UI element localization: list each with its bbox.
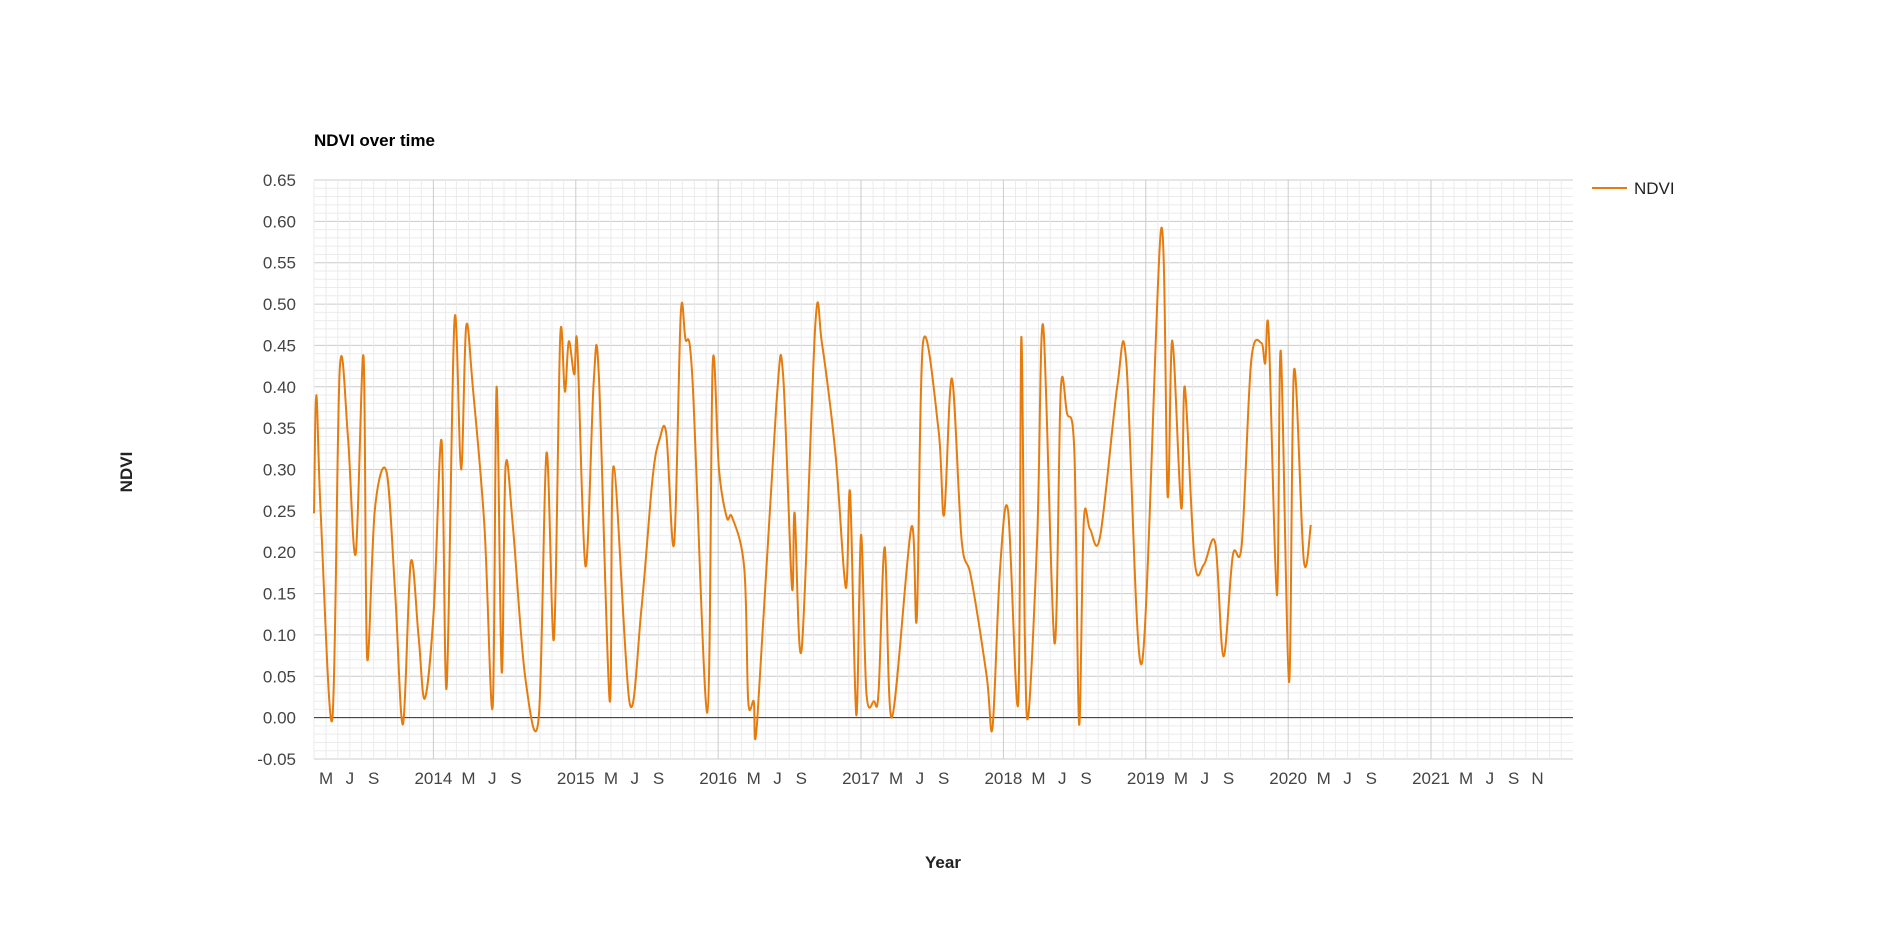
x-tick-label: S [796,769,807,788]
y-tick-label: 0.40 [263,378,296,397]
x-tick-label: M [461,769,475,788]
chart-title: NDVI over time [314,131,435,150]
x-tick-label: J [1058,769,1067,788]
y-tick-label: 0.00 [263,709,296,728]
x-tick-label: S [1366,769,1377,788]
y-tick-label: 0.05 [263,667,296,686]
y-axis-title: NDVI [117,452,136,493]
x-tick-label: M [889,769,903,788]
y-tick-label: 0.25 [263,502,296,521]
x-axis-title: Year [925,853,961,872]
y-tick-label: 0.60 [263,212,296,231]
y-tick-label: 0.15 [263,585,296,604]
x-tick-label: N [1531,769,1543,788]
y-tick-label: 0.35 [263,419,296,438]
x-tick-label: J [916,769,925,788]
y-tick-label: 0.20 [263,543,296,562]
x-tick-label: J [1486,769,1495,788]
y-axis-ticks: 0.65 0.60 0.55 0.50 0.45 0.40 0.35 0.30 0.25 0.20… [257,171,296,769]
x-tick-label: S [1080,769,1091,788]
x-tick-label: 2014 [414,769,452,788]
x-tick-label: 2018 [984,769,1022,788]
x-tick-label: J [1200,769,1209,788]
x-tick-label: S [1223,769,1234,788]
y-tick-label: -0.05 [257,750,296,769]
x-tick-label: J [773,769,782,788]
x-tick-label: J [488,769,497,788]
x-tick-label: M [1031,769,1045,788]
x-tick-label: M [1459,769,1473,788]
x-tick-label: 2021 [1412,769,1450,788]
series-line-ndvi [313,226,1312,741]
x-tick-label: S [938,769,949,788]
x-tick-label: M [604,769,618,788]
x-tick-label: M [1317,769,1331,788]
x-tick-label: 2017 [842,769,880,788]
gridlines [313,179,1573,760]
y-tick-label: 0.50 [263,295,296,314]
y-tick-label: 0.65 [263,171,296,190]
series-layer [313,226,1312,741]
x-tick-label: S [1508,769,1519,788]
x-tick-label: S [510,769,521,788]
x-tick-label: S [368,769,379,788]
x-tick-label: 2016 [699,769,737,788]
y-tick-label: 0.45 [263,336,296,355]
y-tick-label: 0.30 [263,461,296,480]
y-tick-label: 0.55 [263,254,296,273]
x-tick-label: S [653,769,664,788]
x-axis-ticks: M J S 2014 M J S 2015 M J S 2016 M J S 2017 M J S 2018 M J S 20… [319,769,1544,788]
x-tick-label: 2015 [557,769,595,788]
x-tick-label: J [346,769,355,788]
x-tick-label: 2019 [1127,769,1165,788]
x-tick-label: J [1343,769,1352,788]
x-tick-label: M [319,769,333,788]
x-tick-label: M [747,769,761,788]
y-tick-label: 0.10 [263,626,296,645]
x-tick-label: M [1174,769,1188,788]
x-tick-label: J [630,769,639,788]
legend: NDVI [1592,179,1675,198]
x-tick-label: 2020 [1269,769,1307,788]
legend-label-ndvi: NDVI [1634,179,1675,198]
